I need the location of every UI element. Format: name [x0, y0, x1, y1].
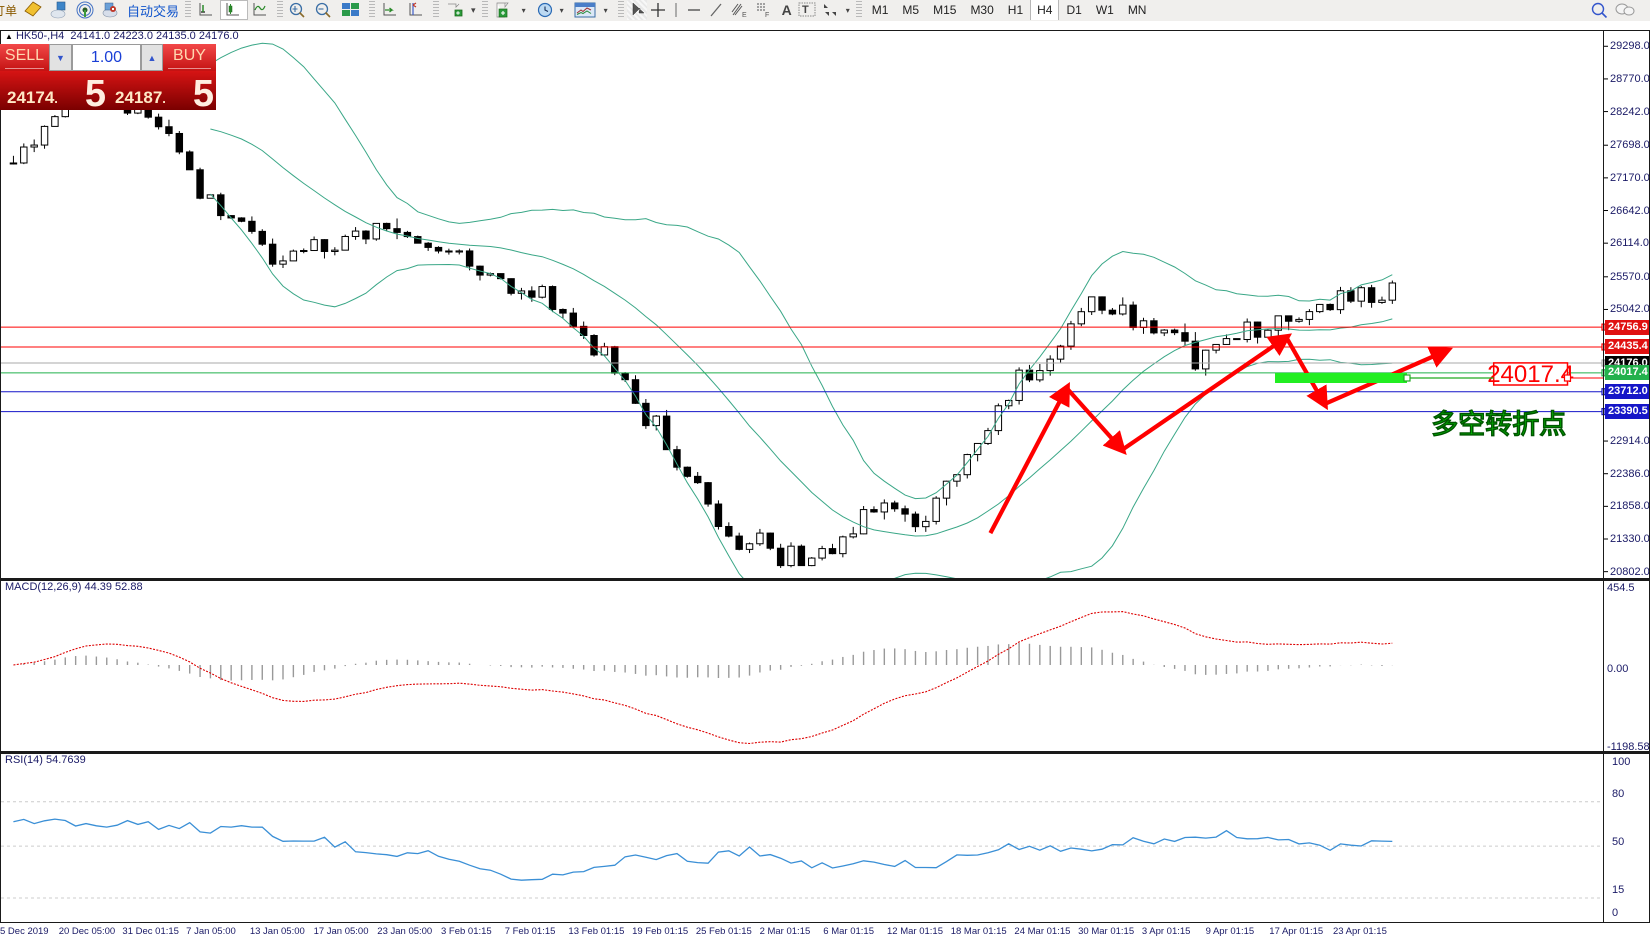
svg-text:T: T [802, 4, 809, 16]
svg-text:E: E [742, 12, 747, 18]
svg-text:24017.4: 24017.4 [1487, 361, 1574, 388]
svg-text:多空转折点: 多空转折点 [1431, 409, 1566, 440]
svg-text:F: F [765, 12, 769, 18]
